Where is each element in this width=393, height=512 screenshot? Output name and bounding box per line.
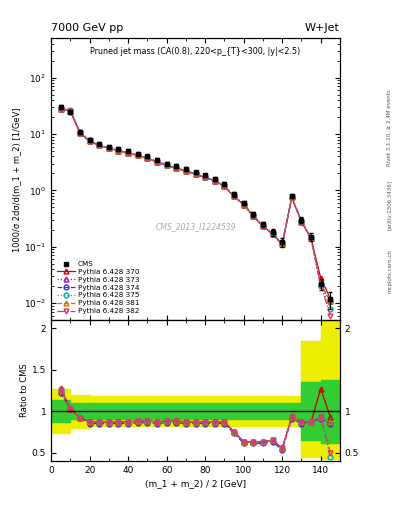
X-axis label: (m_1 + m_2) / 2 [GeV]: (m_1 + m_2) / 2 [GeV]: [145, 479, 246, 488]
Y-axis label: 1000/σ 2dσ/d(m_1 + m_2) [1/GeV]: 1000/σ 2dσ/d(m_1 + m_2) [1/GeV]: [12, 107, 21, 251]
Y-axis label: Ratio to CMS: Ratio to CMS: [20, 364, 29, 417]
Text: 7000 GeV pp: 7000 GeV pp: [51, 23, 123, 33]
Text: Rivet 3.1.10, ≥ 2.4M events: Rivet 3.1.10, ≥ 2.4M events: [387, 90, 392, 166]
Text: [arXiv:1306.3436]: [arXiv:1306.3436]: [387, 180, 392, 230]
Text: Pruned jet mass (CA(0.8), 220<p_{T}<300, |y|<2.5): Pruned jet mass (CA(0.8), 220<p_{T}<300,…: [90, 47, 301, 56]
Legend: CMS, Pythia 6.428 370, Pythia 6.428 373, Pythia 6.428 374, Pythia 6.428 375, Pyt: CMS, Pythia 6.428 370, Pythia 6.428 373,…: [55, 259, 141, 316]
Text: CMS_2013_I1224539: CMS_2013_I1224539: [155, 223, 236, 231]
Text: W+Jet: W+Jet: [305, 23, 340, 33]
Text: mcplots.cern.ch: mcplots.cern.ch: [387, 249, 392, 293]
